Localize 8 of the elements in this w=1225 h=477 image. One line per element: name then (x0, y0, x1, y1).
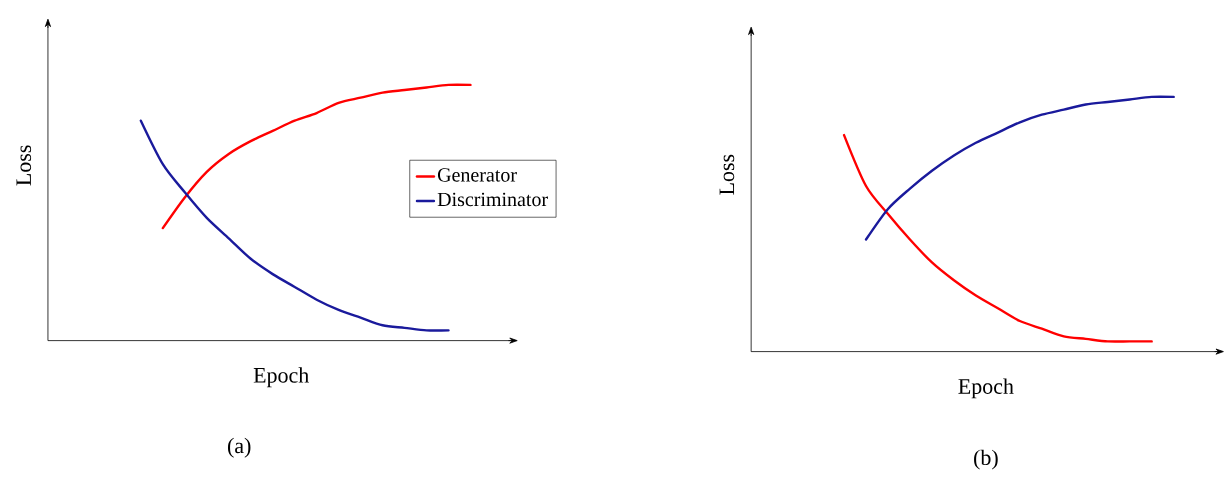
legend-label: Generator (437, 168, 517, 182)
y-axis-title: Loss (16, 145, 32, 186)
x-axis-title: Epoch (958, 378, 1014, 399)
text: (a) (227, 437, 251, 458)
x-axis-title: Epoch (253, 367, 309, 388)
y-axis-title: Loss (719, 154, 735, 195)
legend-label: Discriminator (437, 192, 548, 207)
text: (b) (974, 449, 998, 470)
